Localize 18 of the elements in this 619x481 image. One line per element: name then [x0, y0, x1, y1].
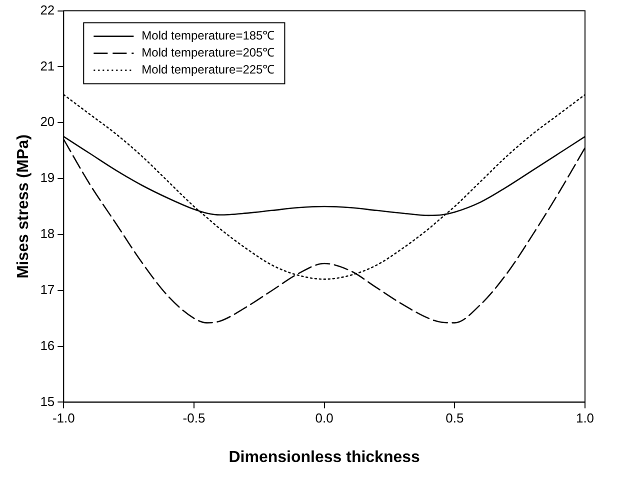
y-tick-label: 17: [40, 282, 55, 297]
y-tick-label: 15: [40, 394, 55, 409]
x-tick-label: 1.0: [576, 410, 594, 426]
y-axis-title: Mises stress (MPa): [15, 134, 32, 279]
y-tick-label: 16: [40, 338, 55, 353]
legend-label: Mold temperature=205℃: [142, 46, 275, 60]
x-tick-label: -1.0: [52, 410, 75, 426]
x-axis-title: Dimensionless thickness: [228, 448, 420, 466]
y-tick-label: 21: [40, 58, 55, 74]
y-tick-label: 19: [40, 170, 55, 186]
x-tick-label: -0.5: [182, 410, 206, 426]
y-tick-label: 20: [40, 114, 55, 130]
y-tick-label: 22: [40, 2, 55, 18]
legend-label: Mold temperature=225℃: [142, 62, 275, 77]
legend-label: Mold temperature=185℃: [142, 28, 275, 43]
y-tick-label: 18: [40, 226, 55, 242]
x-tick-label: 0.5: [446, 410, 464, 426]
x-tick-label: 0.0: [315, 410, 334, 426]
